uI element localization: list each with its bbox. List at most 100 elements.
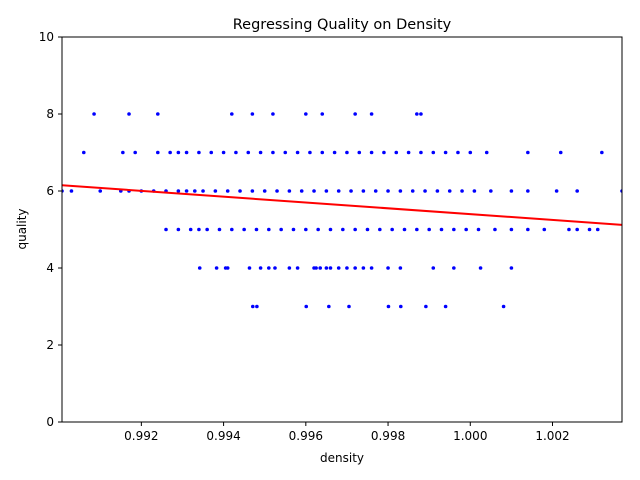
data-point (390, 227, 394, 232)
data-point (304, 112, 308, 116)
data-point (336, 189, 341, 193)
regression-line-group (62, 184, 622, 226)
x-axis-ticks: 0.992 0.994 0.996 0.998 1.000 1.002 (124, 422, 570, 443)
data-point (415, 227, 419, 232)
data-point (92, 112, 96, 116)
x-tick-label: 0.992 (124, 429, 158, 443)
data-point (431, 266, 436, 270)
data-point (164, 227, 168, 232)
data-point (295, 266, 300, 270)
data-point (484, 150, 489, 155)
x-tick-label: 0.998 (371, 429, 405, 443)
data-point (214, 266, 219, 270)
data-point (271, 112, 275, 116)
data-point (353, 112, 357, 116)
data-point (600, 150, 604, 155)
data-point (353, 266, 357, 270)
data-point (398, 189, 403, 193)
data-point (312, 189, 316, 193)
data-point (69, 189, 74, 193)
data-point (347, 304, 351, 309)
data-point (184, 189, 189, 193)
data-point (472, 189, 477, 193)
data-point (308, 150, 312, 155)
y-axis-ticks: 0 2 4 6 8 10 (39, 30, 62, 429)
data-point (221, 150, 226, 155)
data-point (341, 227, 345, 232)
data-point (255, 304, 259, 309)
data-point (415, 112, 419, 116)
data-point (230, 112, 234, 116)
data-point (267, 227, 271, 232)
y-tick-label: 8 (46, 107, 54, 121)
data-point (230, 227, 234, 232)
data-point (197, 266, 202, 270)
data-point (464, 227, 468, 232)
data-point (394, 150, 399, 155)
data-point (81, 150, 86, 155)
data-point (205, 227, 209, 232)
data-point (324, 189, 329, 193)
x-tick-label: 0.996 (289, 429, 323, 443)
data-point (402, 227, 407, 232)
data-point (567, 227, 571, 232)
data-point (443, 304, 448, 309)
data-point (287, 266, 292, 270)
data-point (386, 189, 390, 193)
data-point (575, 227, 579, 232)
data-point (328, 227, 333, 232)
data-point (314, 266, 318, 270)
data-point (427, 227, 431, 232)
data-point (369, 112, 374, 116)
data-point (468, 150, 473, 155)
data-point (431, 150, 436, 155)
data-point (435, 189, 440, 193)
data-point (217, 227, 222, 232)
x-tick-label: 1.002 (535, 429, 569, 443)
data-point (478, 266, 483, 270)
data-point (168, 150, 172, 155)
data-point (443, 150, 448, 155)
data-point (197, 150, 201, 155)
data-point (386, 304, 391, 309)
data-point (328, 266, 333, 270)
data-point (332, 150, 337, 155)
data-point (176, 227, 181, 232)
x-tick-label: 0.994 (206, 429, 240, 443)
data-point (225, 189, 230, 193)
data-point (554, 189, 559, 193)
data-point (353, 227, 357, 232)
data-point (258, 266, 263, 270)
data-point (424, 304, 428, 309)
data-point (452, 266, 456, 270)
data-point (410, 189, 415, 193)
data-point (98, 189, 103, 193)
data-point (304, 227, 308, 232)
data-point (386, 266, 390, 270)
data-point (287, 189, 292, 193)
data-point (349, 189, 353, 193)
data-point (336, 266, 341, 270)
data-point (399, 304, 403, 309)
data-point (283, 150, 288, 155)
data-point (133, 150, 137, 155)
data-point (271, 150, 275, 155)
data-point (526, 189, 530, 193)
data-point (209, 150, 214, 155)
data-point (419, 112, 423, 116)
data-point (295, 150, 300, 155)
data-point (318, 266, 323, 270)
data-point (291, 227, 296, 232)
data-point (357, 150, 362, 155)
data-points (62, 112, 622, 309)
data-point (247, 266, 252, 270)
data-point (197, 227, 201, 232)
data-point (267, 266, 271, 270)
data-point (378, 227, 382, 232)
data-point (176, 150, 181, 155)
data-point (369, 266, 374, 270)
data-point (246, 150, 251, 155)
data-point (176, 189, 181, 193)
data-point (316, 227, 320, 232)
